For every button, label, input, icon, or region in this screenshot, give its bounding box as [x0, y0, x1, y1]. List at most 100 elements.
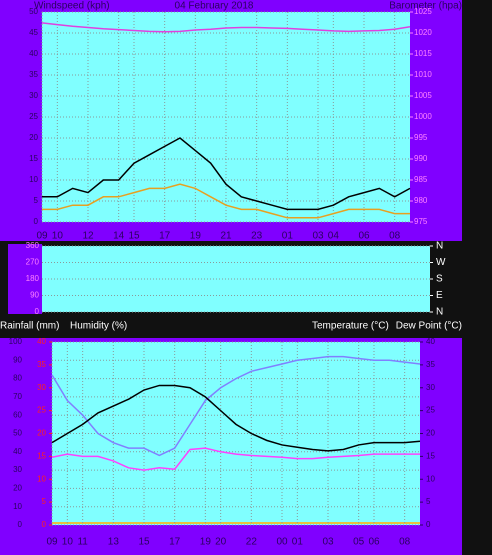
y-tick-label: 25 — [426, 406, 435, 415]
y-tick-label: N — [436, 307, 443, 318]
y-tick-label: 100 — [9, 337, 23, 346]
y-tick-label: N — [436, 241, 443, 252]
series-line — [42, 137, 411, 211]
x-tick-label: 06 — [358, 231, 370, 242]
x-tick-label: 09 — [46, 537, 58, 548]
y-tick-label: 0 — [34, 217, 39, 226]
y-tick-label: 360 — [26, 241, 40, 250]
y-tick-label: 20 — [426, 429, 435, 438]
y-tick-label: 1000 — [414, 112, 432, 121]
y-tick-label: 35 — [29, 70, 38, 79]
series-line — [42, 183, 410, 219]
axis-title: Temperature (°C) — [312, 321, 389, 332]
plot-direction — [42, 246, 430, 312]
y-tick-label: 20 — [37, 429, 46, 438]
series-line — [51, 447, 420, 471]
y-tick-label: 90 — [30, 291, 39, 300]
y-tick-label: 15 — [37, 451, 46, 460]
x-tick-label: 06 — [368, 537, 380, 548]
y-tick-label: 5 — [42, 497, 47, 506]
x-tick-label: 08 — [389, 231, 401, 242]
y-tick-label: 0 — [18, 520, 23, 529]
series-line — [41, 22, 411, 33]
x-tick-label: 09 — [36, 231, 48, 242]
x-tick-label: 11 — [77, 537, 88, 548]
y-tick-label: 10 — [37, 474, 46, 483]
y-tick-label: 25 — [29, 112, 38, 121]
y-tick-label: 975 — [414, 217, 428, 226]
x-tick-label: 21 — [220, 231, 232, 242]
y-tick-label: 995 — [414, 133, 428, 142]
y-tick-label: 60 — [13, 410, 22, 419]
panel-direction — [8, 244, 42, 314]
y-tick-label: 20 — [29, 133, 38, 142]
y-tick-label: 1025 — [414, 7, 432, 16]
axis-title: Dew Point (°C) — [396, 321, 462, 332]
y-tick-label: 15 — [29, 154, 38, 163]
x-tick-label: 13 — [108, 537, 120, 548]
y-tick-label: 70 — [13, 392, 22, 401]
y-tick-label: 90 — [13, 355, 22, 364]
y-tick-label: 40 — [29, 49, 38, 58]
y-tick-label: W — [436, 257, 446, 268]
x-tick-label: 03 — [312, 231, 324, 242]
y-tick-label: 40 — [13, 447, 22, 456]
axis-title: Windspeed (kph) — [34, 1, 110, 12]
x-tick-label: 01 — [292, 537, 304, 548]
y-tick-label: 25 — [37, 406, 46, 415]
x-tick-label: 19 — [200, 537, 212, 548]
y-tick-label: 10 — [13, 502, 22, 511]
x-tick-label: 10 — [52, 231, 64, 242]
y-tick-label: S — [436, 274, 443, 285]
y-tick-label: 10 — [426, 474, 435, 483]
y-tick-label: 30 — [426, 383, 435, 392]
y-tick-label: 990 — [414, 154, 428, 163]
axis-title: 04 February 2018 — [175, 1, 254, 12]
y-tick-label: 1010 — [414, 70, 432, 79]
axis-title: Rainfall (mm) — [0, 321, 59, 332]
x-tick-label: 17 — [169, 537, 181, 548]
x-tick-label: 04 — [328, 231, 340, 242]
x-tick-label: 08 — [399, 537, 411, 548]
x-tick-label: 10 — [62, 537, 74, 548]
x-tick-label: 12 — [82, 231, 94, 242]
y-tick-label: 50 — [29, 7, 38, 16]
y-tick-label: 0 — [35, 307, 40, 316]
y-tick-label: 45 — [29, 28, 38, 37]
y-tick-label: 30 — [13, 465, 22, 474]
y-tick-label: 0 — [42, 520, 47, 529]
x-tick-label: 01 — [282, 231, 294, 242]
x-tick-label: 15 — [128, 231, 140, 242]
x-tick-label: 17 — [159, 231, 171, 242]
x-tick-label: 19 — [190, 231, 202, 242]
y-tick-label: 10 — [29, 175, 38, 184]
x-tick-label: 00 — [276, 537, 288, 548]
axis-title: Barometer (hpa) — [389, 1, 462, 12]
y-tick-label: 35 — [426, 360, 435, 369]
y-tick-label: 15 — [426, 451, 435, 460]
y-tick-label: 1015 — [414, 49, 432, 58]
series-line — [51, 384, 421, 452]
y-tick-label: 40 — [37, 337, 46, 346]
x-tick-label: 20 — [215, 537, 227, 548]
y-tick-label: 985 — [414, 175, 428, 184]
y-tick-label: 1020 — [414, 28, 432, 37]
series-line — [51, 355, 421, 457]
x-tick-label: 15 — [138, 537, 150, 548]
x-tick-label: 23 — [251, 231, 263, 242]
y-tick-label: 40 — [426, 337, 435, 346]
y-tick-label: 180 — [26, 274, 40, 283]
x-tick-label: 05 — [353, 537, 365, 548]
y-tick-label: 270 — [26, 258, 40, 267]
y-tick-label: 80 — [13, 374, 22, 383]
y-tick-label: 30 — [29, 91, 38, 100]
y-tick-label: 1005 — [414, 91, 432, 100]
y-tick-label: 5 — [426, 497, 431, 506]
y-tick-label: 980 — [414, 196, 428, 205]
y-tick-label: 30 — [37, 383, 46, 392]
y-tick-label: 50 — [13, 429, 22, 438]
x-tick-label: 22 — [246, 537, 258, 548]
y-tick-label: 20 — [13, 484, 22, 493]
x-tick-label: 14 — [113, 231, 125, 242]
